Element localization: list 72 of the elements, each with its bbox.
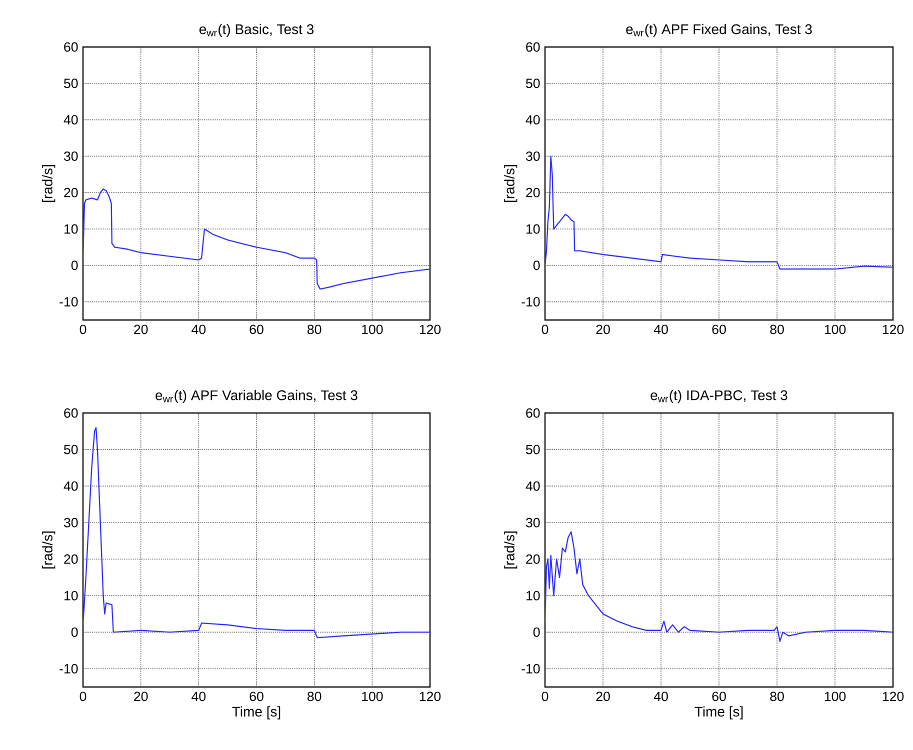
x-tick-label: 60 [250,324,264,334]
y-tick-label: 10 [526,224,540,234]
y-tick-label: -10 [60,664,78,674]
y-tick-label: 30 [526,518,540,528]
x-tick-label: 120 [420,692,441,702]
x-tick-label: 100 [824,324,846,334]
y-tick-label: 20 [64,554,78,564]
x-tick-label: 0 [80,324,86,334]
x-tick-label: 40 [654,692,668,702]
y-tick-label: 10 [64,224,78,234]
y-tick-label: 50 [526,444,540,454]
x-tick-label: 40 [192,324,206,334]
x-tick-label: 0 [80,692,86,702]
y-tick-label: 50 [526,78,540,88]
x-axis-title: Time [s] [232,706,280,720]
y-tick-label: 0 [71,627,78,637]
y-axis-title: [rad/s] [42,532,56,568]
y-tick-label: 0 [71,260,78,270]
x-tick-label: 120 [882,692,904,702]
y-tick-label: 0 [533,260,540,270]
y-tick-label: -10 [60,297,78,307]
chart-title: e$_{wr}$(t) APF Fixed Gains, Test 3 [626,24,812,37]
y-tick-label: 30 [64,151,78,161]
y-tick-label: 10 [526,590,540,600]
x-tick-label: 100 [362,692,383,702]
x-tick-label: 60 [250,692,264,702]
y-tick-label: -10 [522,297,540,307]
chart-title: e$_{wr}$(t) Basic, Test 3 [199,24,314,37]
x-tick-label: 40 [654,324,668,334]
line-series [545,531,894,642]
y-tick-label: 30 [526,151,540,161]
y-axis-title: [rad/s] [504,532,518,568]
y-tick-label: -10 [522,664,540,674]
x-tick-label: 20 [134,692,148,702]
x-tick-label: 0 [542,692,548,702]
x-tick-label: 100 [362,324,383,334]
line-series [83,427,430,638]
chart-title: e$_{wr}$(t) APF Variable Gains, Test 3 [156,390,358,403]
x-tick-label: 80 [770,324,784,334]
x-tick-label: 100 [824,692,846,702]
y-axis-title: [rad/s] [42,165,56,202]
x-tick-label: 20 [596,692,610,702]
y-tick-label: 30 [64,518,78,528]
x-tick-label: 80 [308,324,322,334]
y-axis-title: [rad/s] [504,165,518,202]
y-tick-label: 20 [64,188,78,198]
y-tick-label: 40 [64,115,78,125]
x-tick-label: 120 [420,324,441,334]
x-tick-label: 60 [712,324,726,334]
y-tick-label: 20 [526,188,540,198]
x-axis-title: Time [s] [694,706,743,720]
x-tick-label: 40 [192,692,206,702]
y-tick-label: 50 [64,78,78,88]
x-tick-label: 20 [134,324,148,334]
y-tick-label: 40 [526,481,540,491]
x-tick-label: 120 [882,324,904,334]
y-tick-label: 60 [64,408,78,418]
y-tick-label: 20 [526,554,540,564]
y-tick-label: 50 [64,444,78,454]
x-tick-label: 80 [770,692,784,702]
y-tick-label: 60 [526,408,540,418]
x-tick-label: 0 [542,324,548,334]
x-tick-label: 80 [308,692,322,702]
x-tick-label: 60 [712,692,726,702]
y-tick-label: 60 [64,42,78,52]
y-tick-label: 40 [64,481,78,491]
chart-title: e$_{wr}$(t) IDA-PBC, Test 3 [650,390,788,403]
y-tick-label: 40 [526,115,540,125]
x-tick-label: 20 [596,324,610,334]
y-tick-label: 0 [533,627,540,637]
y-tick-label: 60 [526,42,540,52]
y-tick-label: 10 [64,590,78,600]
